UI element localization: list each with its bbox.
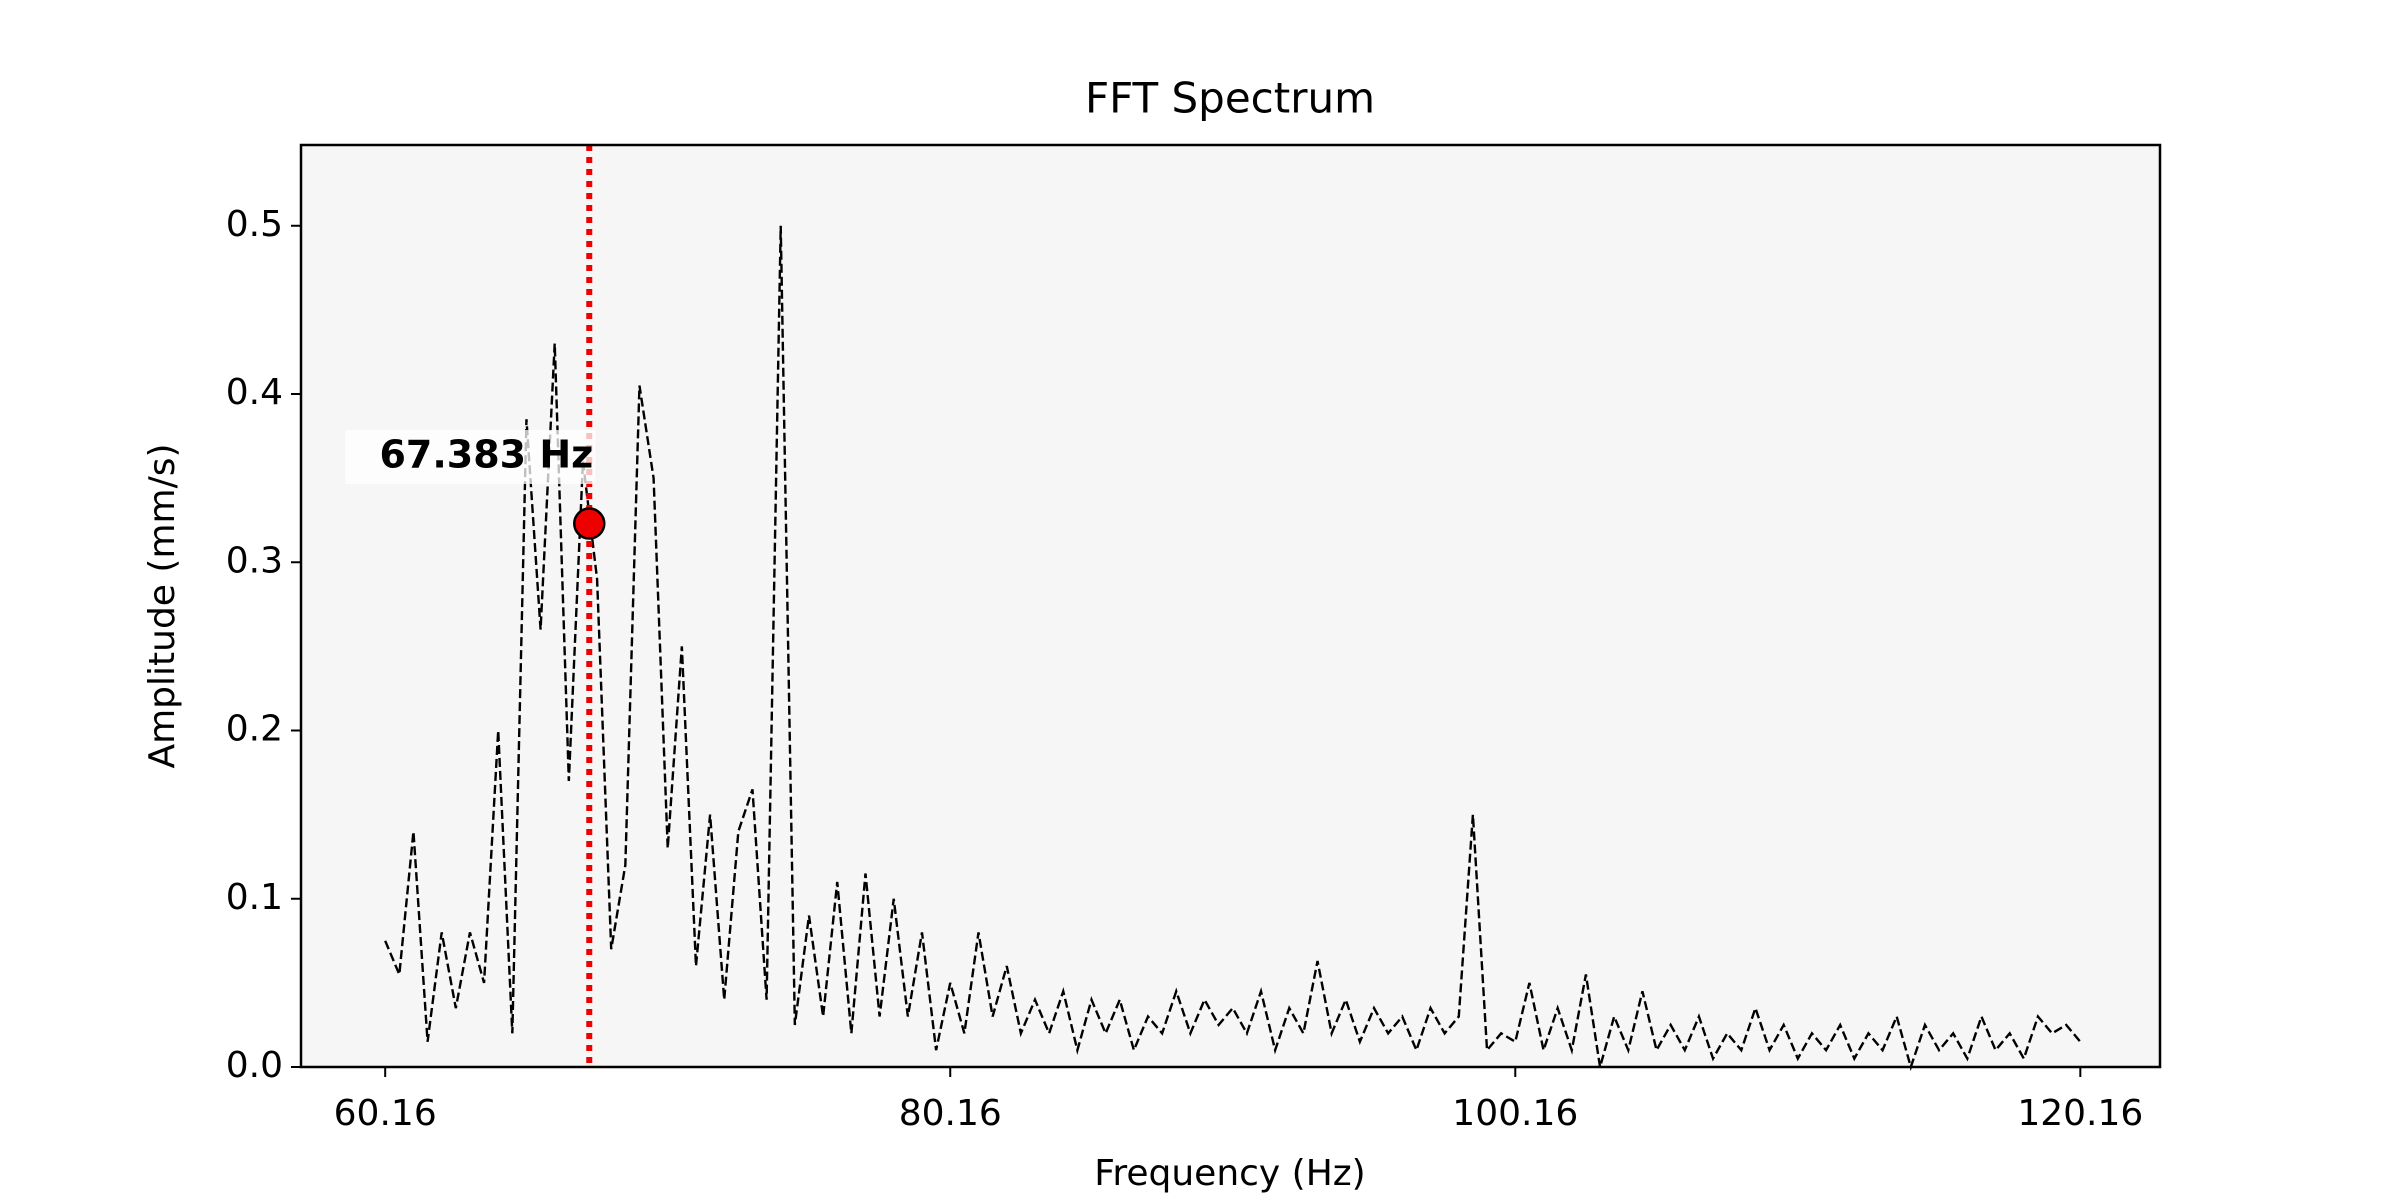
- x-tick-label: 60.16: [334, 1093, 437, 1134]
- marker-point: [573, 507, 606, 540]
- y-tick-label: 0.5: [226, 204, 283, 245]
- chart-title: FFT Spectrum: [1085, 74, 1375, 123]
- y-tick-label: 0.4: [226, 372, 283, 413]
- x-axis-label: Frequency (Hz): [1094, 1153, 1365, 1194]
- y-axis-label: Amplitude (mm/s): [142, 443, 183, 768]
- y-tick-label: 0.3: [226, 540, 283, 581]
- y-tick-label: 0.0: [226, 1045, 283, 1086]
- plot-frame: [299, 143, 2162, 1069]
- x-tick-label: 80.16: [899, 1093, 1002, 1134]
- x-tick-label: 120.16: [2017, 1093, 2143, 1134]
- x-tick-label: 100.16: [1452, 1093, 1578, 1134]
- plot-area: [301, 145, 2160, 1067]
- marker-label-box: [345, 430, 596, 484]
- y-tick-label: 0.2: [226, 709, 283, 750]
- spectrum-line: [384, 225, 2082, 1072]
- y-tick-label: 0.1: [226, 877, 283, 918]
- marker-label: 67.383 Hz: [379, 433, 593, 477]
